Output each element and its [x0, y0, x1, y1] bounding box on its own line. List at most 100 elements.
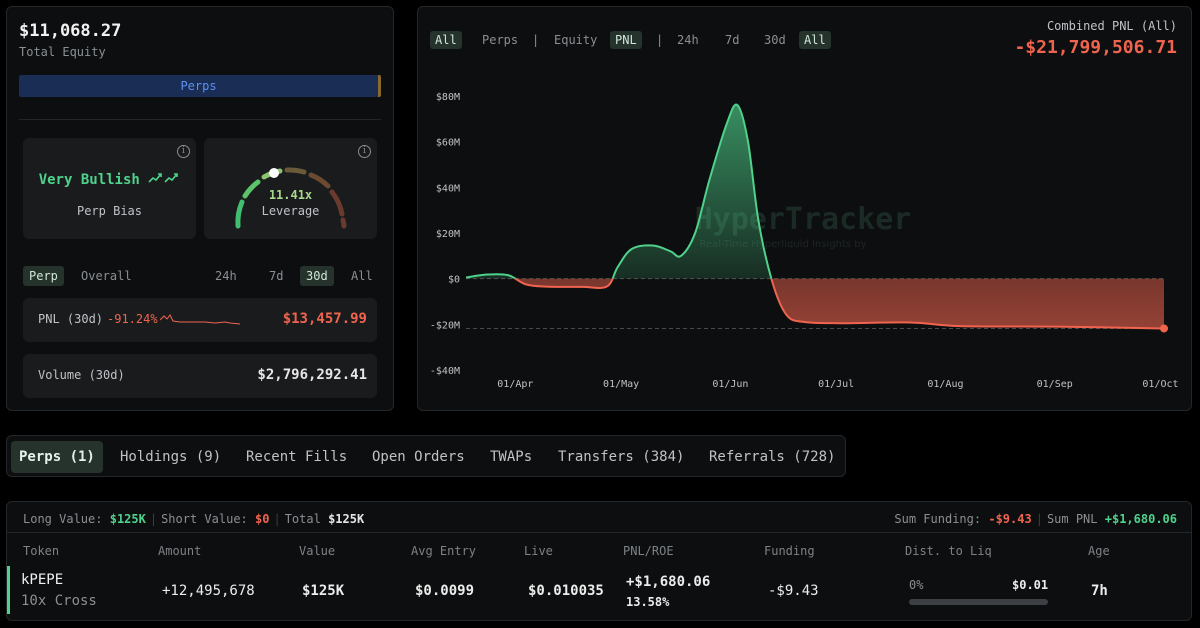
- info-icon[interactable]: i: [177, 145, 190, 158]
- account-panel: $11,068.27 Total Equity Perps i Very Bul…: [6, 6, 394, 411]
- x-tick-label: 01/Jul: [818, 379, 854, 390]
- column-header-amount: Amount: [158, 544, 202, 558]
- column-header-token: Token: [23, 544, 60, 558]
- long-value-label: Long Value:: [23, 512, 103, 526]
- x-tick-label: 01/Sep: [1037, 379, 1073, 390]
- negative-area: [466, 278, 1164, 329]
- tab-all[interactable]: All: [351, 269, 373, 283]
- tab-overall[interactable]: Overall: [81, 269, 132, 283]
- volume-label: Volume (30d): [38, 368, 125, 382]
- tab-24h[interactable]: 24h: [215, 269, 237, 283]
- dist-to-liq-percent: 0%: [909, 578, 924, 592]
- latest-point: [1160, 324, 1168, 333]
- tab-perps[interactable]: Perps: [482, 33, 519, 47]
- sum-pnl-label: Sum PNL: [1046, 512, 1098, 526]
- live-price: $0.010035: [528, 583, 604, 599]
- watermark-subtitle: Real-Time Hyperliquid Insights by: [699, 239, 866, 250]
- total-equity-value: $11,068.27: [19, 21, 122, 41]
- leverage-card: i 11.41x Leverage: [204, 138, 377, 239]
- liquidation-price: $0.01: [1012, 578, 1049, 592]
- sum-funding-value: -$9.43: [988, 512, 1032, 526]
- position-pnl: +$1,680.06: [626, 574, 711, 590]
- tab-all-time[interactable]: All: [799, 31, 831, 49]
- column-header-age: Age: [1088, 544, 1110, 558]
- perp-bias-card: i Very Bullish Perp Bias: [23, 138, 196, 239]
- y-tick-label: $40M: [436, 183, 460, 194]
- trend-up-icon: [140, 172, 180, 188]
- token-name[interactable]: kPEPE: [21, 572, 64, 588]
- account-timeframe-tabs: Perp Overall 24h 7d 30d All: [23, 266, 379, 286]
- tab-7d[interactable]: 7d: [269, 269, 284, 283]
- total-value-label: Total: [284, 512, 321, 526]
- tab-referrals[interactable]: Referrals (728): [709, 449, 836, 465]
- tab-twaps[interactable]: TWAPs: [490, 449, 533, 465]
- tab-perp[interactable]: Perp: [23, 266, 64, 286]
- positions-summary: Long Value: $125K | Short Value: $0 | Total …: [23, 512, 365, 526]
- tab-equity[interactable]: Equity: [554, 33, 598, 47]
- column-header-pnl-roe: PNL/ROE: [623, 544, 674, 558]
- y-tick-label: $80M: [436, 92, 460, 103]
- tab-open-orders[interactable]: Open Orders: [372, 449, 465, 465]
- volume-30d-card: Volume (30d) $2,796,292.41: [23, 354, 377, 398]
- x-tick-label: 01/Apr: [497, 379, 533, 390]
- pnl-value: $13,457.99: [282, 311, 367, 327]
- position-value: $125K: [302, 583, 345, 599]
- position-age: 7h: [1091, 583, 1108, 599]
- row-accent: [7, 566, 10, 614]
- column-header-value: Value: [299, 544, 336, 558]
- tab-recent-fills[interactable]: Recent Fills: [246, 449, 348, 465]
- tab-30d[interactable]: 30d: [764, 33, 786, 47]
- perp-bias-label: Perp Bias: [76, 204, 143, 218]
- pnl-line-negative: [513, 278, 1165, 330]
- total-equity-label: Total Equity: [19, 45, 106, 59]
- x-tick-label: 01/Oct: [1142, 379, 1178, 390]
- pnl-chart-panel: HyperTracker Real-Time Hyperliquid Insigh…: [417, 6, 1192, 411]
- perps-allocation-bar[interactable]: Perps: [19, 75, 381, 97]
- tab-separator: |: [532, 33, 540, 47]
- positions-tabbar: Perps (1) Holdings (9) Recent Fills Open…: [6, 435, 846, 477]
- column-header-live: Live: [524, 544, 553, 558]
- y-tick-label: -$20M: [430, 320, 460, 331]
- pnl-sparkline: [160, 314, 240, 325]
- position-mode: 10x Cross: [21, 593, 97, 609]
- tab-24h[interactable]: 24h: [677, 33, 699, 47]
- pnl-percent: -91.24%: [107, 312, 158, 326]
- y-tick-label: $20M: [436, 229, 460, 240]
- y-tick-label: -$40M: [430, 366, 460, 377]
- tab-pnl[interactable]: PNL: [610, 31, 642, 49]
- position-roe: 13.58%: [626, 595, 670, 609]
- combined-pnl-value: -$21,799,506.71: [1014, 37, 1177, 58]
- long-value: $125K: [109, 512, 146, 526]
- short-value-label: Short Value:: [161, 512, 248, 526]
- leverage-gauge: [235, 167, 347, 229]
- short-value: $0: [255, 512, 270, 526]
- tab-7d[interactable]: 7d: [725, 33, 740, 47]
- pnl-line-positive: [465, 103, 773, 279]
- tab-perps-positions[interactable]: Perps (1): [11, 441, 103, 473]
- column-header-dist-to-liq: Dist. to Liq: [905, 544, 992, 558]
- divider: [19, 119, 381, 120]
- tab-all-accounts[interactable]: All: [430, 31, 462, 49]
- sum-funding-label: Sum Funding:: [894, 512, 982, 526]
- tab-30d[interactable]: 30d: [300, 266, 334, 286]
- column-header-funding: Funding: [764, 544, 815, 558]
- y-tick-label: $0: [448, 275, 460, 286]
- leverage-label: Leverage: [261, 204, 320, 218]
- position-amount: +12,495,678: [162, 583, 255, 599]
- pnl-30d-card: PNL (30d) -91.24% $13,457.99: [23, 298, 377, 342]
- funding-summary: Sum Funding: -$9.43 | Sum PNL +$1,680.06: [894, 512, 1177, 526]
- sum-pnl-value: +$1,680.06: [1104, 512, 1177, 526]
- tab-holdings[interactable]: Holdings (9): [120, 449, 222, 465]
- leverage-value: 11.41x: [268, 188, 313, 202]
- column-header-avg-entry: Avg Entry: [411, 544, 477, 558]
- x-tick-label: 01/Jun: [712, 379, 748, 390]
- x-tick-label: 01/Aug: [927, 379, 963, 390]
- positions-table: Long Value: $125K | Short Value: $0 | Total …: [6, 501, 1192, 621]
- x-tick-label: 01/May: [603, 379, 639, 390]
- tab-transfers[interactable]: Transfers (384): [558, 449, 685, 465]
- dist-to-liq-bar: [909, 599, 1048, 605]
- position-funding: -$9.43: [768, 583, 819, 599]
- info-icon[interactable]: i: [358, 145, 371, 158]
- total-value: $125K: [328, 512, 365, 526]
